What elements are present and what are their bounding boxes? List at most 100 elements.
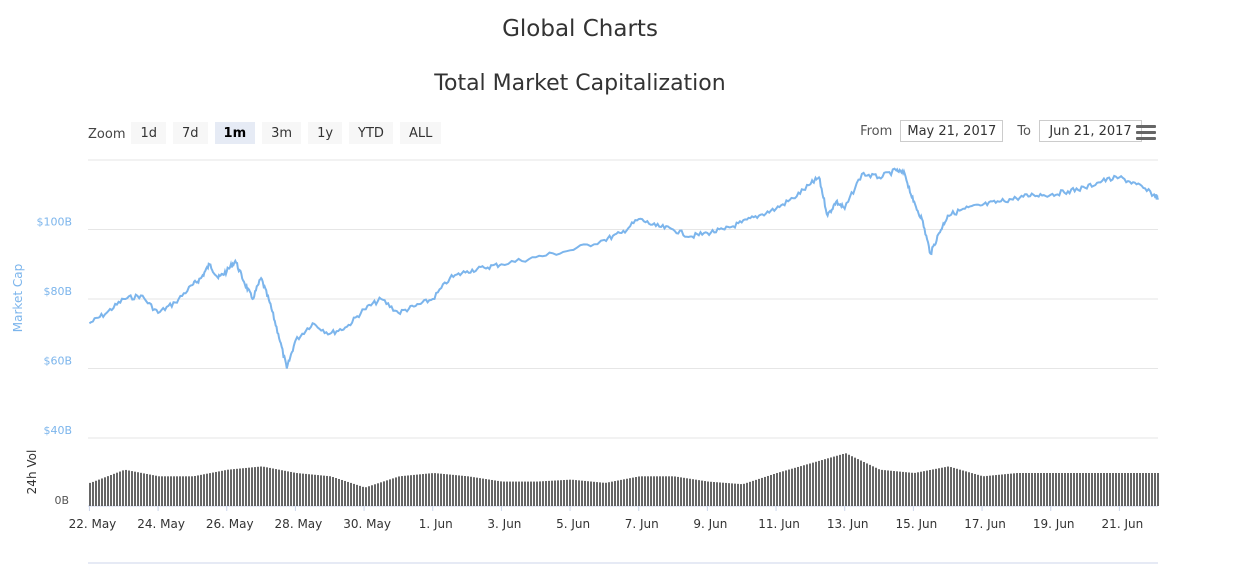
- volume-bar: [218, 471, 220, 506]
- volume-bar: [434, 473, 436, 506]
- volume-bar: [566, 479, 568, 506]
- x-tick-label: 22. May: [69, 517, 117, 531]
- volume-bar: [842, 453, 844, 506]
- x-tick-label: 1. Jun: [419, 517, 453, 531]
- volume-bar: [407, 475, 409, 506]
- volume-bar: [1016, 473, 1018, 506]
- volume-bar: [737, 483, 739, 506]
- volume-bar: [191, 476, 193, 506]
- volume-bar: [491, 479, 493, 506]
- volume-bar: [458, 475, 460, 506]
- x-tick-label: 3. Jun: [487, 517, 521, 531]
- volume-bar: [500, 481, 502, 506]
- volume-bar: [746, 482, 748, 506]
- volume-bar: [266, 467, 268, 506]
- volume-bar: [1082, 473, 1084, 506]
- volume-bar: [713, 482, 715, 506]
- volume-bar: [878, 469, 880, 506]
- volume-bar: [224, 470, 226, 506]
- volume-bar: [971, 473, 973, 506]
- volume-bar: [236, 468, 238, 506]
- volume-bar: [356, 484, 358, 506]
- volume-bar: [326, 475, 328, 506]
- volume-bar: [311, 474, 313, 506]
- volume-bar: [1001, 474, 1003, 506]
- volume-bar: [590, 481, 592, 506]
- volume-bar: [425, 473, 427, 506]
- volume-bar: [569, 479, 571, 506]
- hamburger-icon[interactable]: [1136, 125, 1156, 141]
- volume-bar: [1043, 473, 1045, 506]
- volume-bar: [404, 475, 406, 506]
- volume-bar: [1019, 473, 1021, 506]
- volume-bar: [122, 470, 124, 506]
- zoom-1m-button[interactable]: 1m: [214, 122, 256, 144]
- x-tick-label: 21. Jun: [1102, 517, 1144, 531]
- volume-bar: [482, 478, 484, 506]
- from-date-input[interactable]: [900, 120, 1004, 142]
- volume-bar: [107, 476, 109, 506]
- volume-bar: [143, 473, 145, 506]
- volume-bar: [656, 476, 658, 506]
- volume-bar: [167, 476, 169, 506]
- volume-bar: [941, 467, 943, 506]
- zoom-all-button[interactable]: ALL: [399, 122, 442, 144]
- volume-bar: [623, 479, 625, 506]
- volume-bar: [899, 471, 901, 506]
- volume-bar: [281, 470, 283, 506]
- volume-bar: [185, 476, 187, 506]
- volume-bar: [1088, 473, 1090, 506]
- volume-bar: [680, 477, 682, 506]
- volume-bar: [1007, 473, 1009, 506]
- volume-bar: [827, 458, 829, 506]
- zoom-1d-button[interactable]: 1d: [131, 122, 167, 144]
- zoom-ytd-button[interactable]: YTD: [349, 122, 393, 144]
- volume-bar: [302, 473, 304, 506]
- volume-bar: [1085, 473, 1087, 506]
- volume-bar: [275, 469, 277, 506]
- volume-bar: [980, 475, 982, 506]
- volume-bar: [233, 469, 235, 506]
- volume-bar: [794, 467, 796, 506]
- volume-bar: [947, 466, 949, 506]
- volume-bar: [293, 472, 295, 506]
- volume-bar: [290, 471, 292, 506]
- volume-bar: [857, 459, 859, 506]
- volume-bar: [989, 475, 991, 506]
- volume-bar: [332, 477, 334, 506]
- volume-bar: [251, 467, 253, 506]
- to-date-input[interactable]: [1039, 120, 1142, 142]
- volume-bar: [1070, 473, 1072, 506]
- volume-bar: [470, 476, 472, 506]
- to-label: To: [1017, 123, 1031, 139]
- zoom-3m-button[interactable]: 3m: [262, 122, 302, 144]
- volume-bar: [1148, 473, 1150, 506]
- volume-bar: [137, 472, 139, 506]
- zoom-7d-button[interactable]: 7d: [173, 122, 208, 144]
- volume-bar: [1073, 473, 1075, 506]
- volume-bar: [755, 479, 757, 506]
- volume-bar: [494, 480, 496, 506]
- volume-bar: [1151, 473, 1153, 506]
- volume-bar: [716, 482, 718, 506]
- volume-bar: [539, 481, 541, 506]
- volume-bar: [110, 474, 112, 506]
- volume-bar: [530, 481, 532, 506]
- volume-bar: [725, 482, 727, 506]
- volume-bar: [1124, 473, 1126, 506]
- volume-bar: [158, 476, 160, 506]
- volume-bar: [665, 476, 667, 506]
- volume-bar: [1025, 473, 1027, 506]
- volume-bar: [296, 473, 298, 506]
- volume-bar: [986, 475, 988, 506]
- volume-bar: [1079, 473, 1081, 506]
- volume-bar: [587, 481, 589, 506]
- zoom-1y-button[interactable]: 1y: [308, 122, 343, 144]
- volume-bar: [644, 476, 646, 506]
- volume-bar: [335, 478, 337, 506]
- volume-bar: [728, 483, 730, 506]
- volume-bar: [641, 476, 643, 506]
- volume-bar: [242, 468, 244, 506]
- volume-bar: [506, 481, 508, 506]
- volume-bar: [923, 471, 925, 506]
